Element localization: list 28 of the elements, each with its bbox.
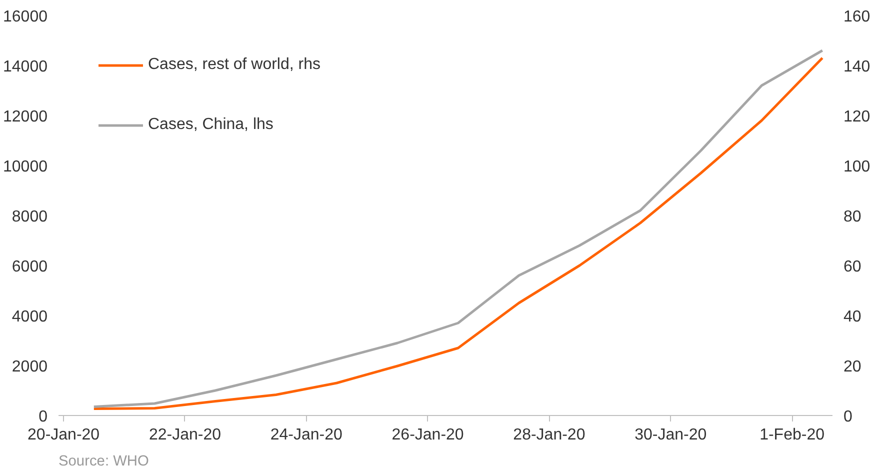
x-tick-label: 1-Feb-20 (760, 426, 825, 444)
legend-label: Cases, China, lhs (148, 116, 274, 134)
y-tick-label: 4000 (12, 308, 48, 326)
x-tick-label: 30-Jan-20 (634, 426, 707, 444)
y2-tick-label: 140 (844, 58, 870, 76)
y2-tick-label: 100 (844, 158, 870, 176)
source-note: Source: WHO (58, 454, 149, 470)
y-tick-label: 14000 (3, 58, 48, 76)
y2-tick-label: 40 (844, 308, 862, 326)
y2-tick-label: 80 (844, 208, 862, 226)
x-tick-label: 24-Jan-20 (270, 426, 343, 444)
y-tick-label: 10000 (3, 158, 48, 176)
x-tick-label: 28-Jan-20 (513, 426, 586, 444)
x-tick-label: 22-Jan-20 (148, 426, 222, 444)
x-tick-label: 20-Jan-20 (28, 426, 100, 444)
y2-tick-label: 0 (844, 408, 852, 426)
y-tick-label: 6000 (12, 258, 48, 276)
y2-tick-label: 120 (844, 108, 870, 126)
y2-tick-label: 160 (844, 8, 870, 26)
y-tick-label: 12000 (3, 108, 48, 126)
y-tick-label: 16000 (3, 8, 48, 26)
y-tick-label: 0 (38, 408, 48, 426)
legend-label: Cases, rest of world, rhs (148, 56, 320, 74)
y-tick-label: 2000 (12, 358, 48, 376)
x-tick-label: 26-Jan-20 (392, 426, 464, 444)
y2-tick-label: 20 (844, 358, 862, 376)
y2-tick-label: 60 (844, 258, 862, 276)
y-tick-label: 8000 (12, 208, 48, 226)
